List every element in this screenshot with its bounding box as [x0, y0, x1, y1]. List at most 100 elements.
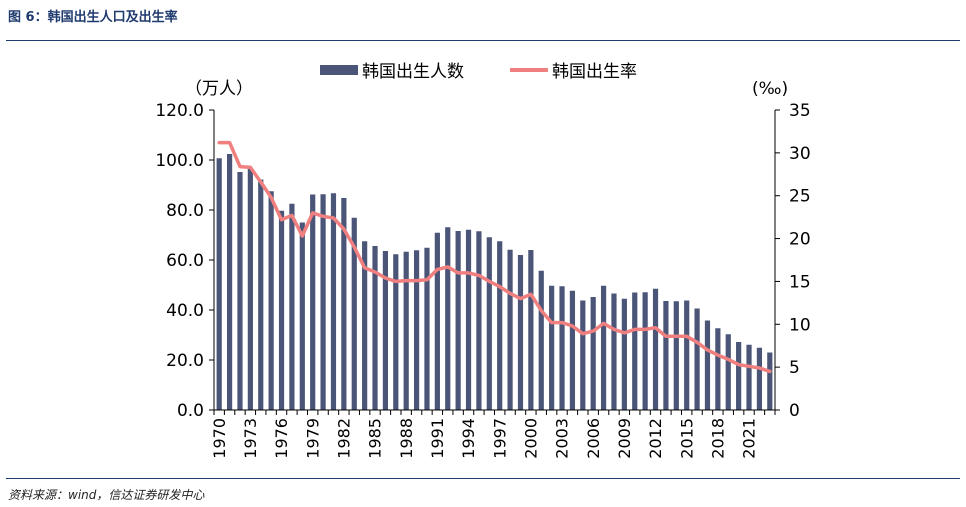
bar: [299, 222, 305, 410]
bar: [445, 227, 451, 410]
y-left-tick-label: 120.0: [155, 101, 204, 121]
bar: [736, 342, 742, 410]
bar: [258, 179, 264, 410]
bar: [382, 251, 389, 410]
bar: [652, 288, 659, 410]
bar: [237, 172, 243, 410]
x-tick-label: 2006: [584, 418, 603, 459]
bar: [611, 293, 617, 410]
bar: [393, 254, 399, 410]
x-tick-label: 2012: [646, 418, 665, 459]
figure-title: 图 6：韩国出生人口及出生率: [8, 10, 178, 25]
bar: [517, 255, 524, 410]
bar: [507, 249, 513, 410]
x-tick-label: 1988: [397, 418, 416, 459]
bar: [580, 300, 586, 410]
y-right-tick-label: 15: [789, 272, 811, 292]
y-right-tick-label: 30: [789, 144, 811, 164]
bar: [528, 250, 534, 410]
bar: [673, 301, 679, 410]
x-tick-label: 2003: [553, 418, 572, 459]
bar: [497, 241, 503, 410]
bar: [621, 298, 627, 410]
bar: [694, 308, 700, 410]
bar: [538, 270, 544, 410]
bar: [351, 217, 357, 410]
bar: [362, 241, 368, 410]
x-tick-label: 1970: [210, 418, 229, 459]
bar: [268, 191, 274, 410]
legend-line-label: 韩国出生率: [552, 62, 637, 82]
x-tick-label: 1973: [241, 418, 260, 459]
bar: [746, 344, 752, 410]
bar: [434, 232, 440, 410]
bar: [600, 285, 607, 410]
y-left-tick-label: 20.0: [166, 351, 204, 371]
bar: [642, 292, 648, 410]
y-left-unit: （万人）: [185, 79, 253, 99]
x-tick-label: 2009: [615, 418, 634, 459]
bar: [704, 320, 711, 410]
x-tick-label: 2021: [740, 418, 759, 459]
x-tick-label: 1994: [459, 418, 478, 459]
y-right-tick-label: 20: [789, 230, 811, 250]
y-right-ticks: 0 5 10 15 20 25 30 35: [775, 101, 811, 421]
bar: [413, 250, 420, 410]
x-tick-label: 1991: [428, 418, 447, 459]
y-right-unit: (‰): [752, 79, 788, 99]
bar: [330, 193, 337, 410]
bar: [725, 334, 731, 410]
bar: [424, 247, 430, 410]
bottom-rule: [6, 478, 960, 479]
y-left-tick-label: 80.0: [166, 201, 204, 221]
y-left-tick-label: 100.0: [155, 151, 204, 171]
x-ticks: 1970 1973 1976 1979 1982 1985 1988 1991 1994 1997…: [210, 410, 776, 459]
bars: [216, 154, 773, 410]
x-tick-label: 1985: [366, 418, 385, 459]
y-left-tick-label: 40.0: [166, 301, 204, 321]
bar: [372, 246, 378, 410]
bar: [632, 292, 638, 410]
y-right-tick-label: 35: [789, 101, 811, 121]
y-left-ticks: 0.0 20.0 40.0 60.0 80.0 100.0 120.0: [155, 101, 214, 421]
bar: [289, 203, 295, 410]
bar: [278, 210, 285, 410]
bar: [476, 231, 482, 410]
bar: [663, 301, 669, 410]
bar: [341, 198, 347, 410]
y-right-tick-label: 25: [789, 187, 811, 207]
bar: [310, 194, 316, 410]
bar: [403, 251, 409, 410]
bar: [486, 237, 492, 410]
bar: [767, 352, 773, 410]
line-layer: [217, 140, 772, 374]
x-tick-label: 2000: [521, 418, 540, 459]
bar: [320, 194, 326, 410]
bar: [590, 297, 596, 410]
legend-bar-swatch: [320, 65, 358, 75]
bar: [455, 231, 461, 410]
x-tick-label: 2018: [708, 418, 727, 459]
bar: [226, 154, 233, 410]
bar: [559, 286, 565, 410]
x-tick-label: 2015: [677, 418, 696, 459]
legend-bar-label: 韩国出生人数: [362, 62, 464, 82]
x-tick-label: 1997: [490, 418, 509, 459]
bar: [247, 168, 253, 410]
bar: [569, 290, 576, 410]
top-rule: [6, 40, 960, 41]
legend: 韩国出生人数 韩国出生率: [320, 62, 637, 82]
x-tick-label: 1976: [272, 418, 291, 459]
y-right-tick-label: 0: [789, 401, 800, 421]
axes: [213, 110, 776, 411]
source-note: 资料来源：wind，信达证券研发中心: [8, 488, 205, 502]
bar: [715, 328, 721, 410]
x-tick-label: 1982: [334, 418, 353, 459]
bar: [684, 300, 690, 410]
y-right-tick-label: 10: [789, 315, 811, 335]
y-left-tick-label: 60.0: [166, 251, 204, 271]
x-tick-label: 1979: [303, 418, 322, 459]
bar: [465, 229, 472, 410]
y-right-tick-label: 5: [789, 358, 800, 378]
